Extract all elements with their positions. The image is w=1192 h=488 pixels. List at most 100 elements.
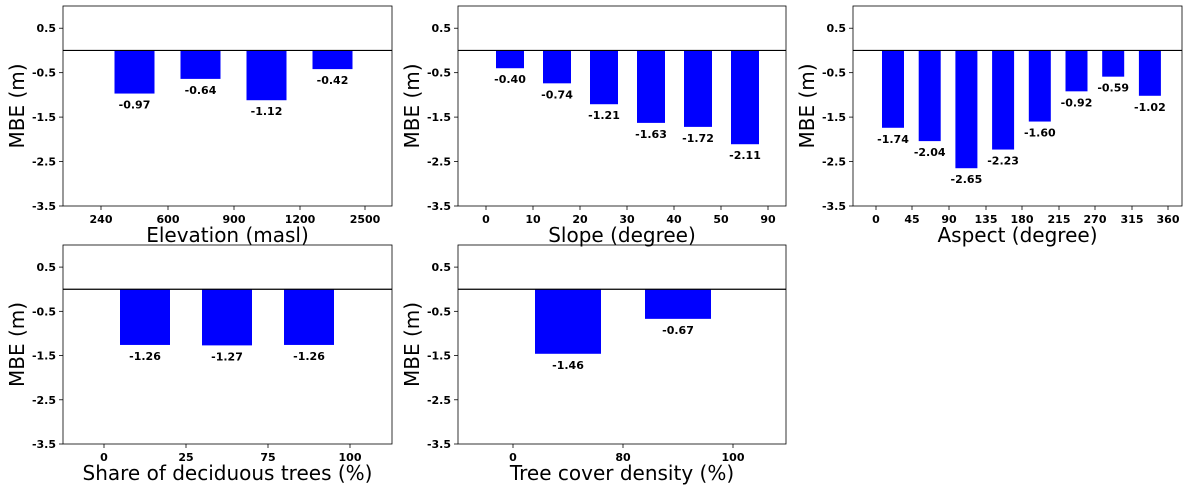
bar <box>637 50 665 123</box>
bar <box>120 289 170 345</box>
x-axis-title: Share of deciduous trees (%) <box>83 461 373 485</box>
bar <box>535 289 601 354</box>
data-label: -0.40 <box>494 73 526 86</box>
bar <box>496 50 524 69</box>
y-tick-label: -3.5 <box>32 200 56 213</box>
x-tick-label: 360 <box>1157 213 1180 226</box>
x-tick-label: 45 <box>904 213 919 226</box>
axes-frame <box>457 5 787 207</box>
y-tick-label: 0.5 <box>37 22 57 35</box>
y-tick-label: -1.5 <box>32 350 56 363</box>
x-tick-label: 180 <box>1011 213 1034 226</box>
x-tick-label: 600 <box>157 213 180 226</box>
axes-frame <box>457 244 787 445</box>
y-tick-label: -2.5 <box>427 394 451 407</box>
bar <box>918 50 941 142</box>
data-label: -1.27 <box>211 350 243 363</box>
x-tick-label: 0 <box>872 213 880 226</box>
bar <box>284 289 334 345</box>
data-label: -0.59 <box>1097 82 1129 95</box>
x-tick-label: 0 <box>509 451 517 464</box>
bar <box>246 50 287 101</box>
bar <box>882 50 904 128</box>
data-label: -2.23 <box>987 155 1019 168</box>
bar <box>731 50 759 145</box>
data-label: -2.04 <box>914 146 946 159</box>
data-label: -0.92 <box>1061 96 1093 109</box>
data-label: -1.46 <box>552 359 584 372</box>
y-tick-label: -0.5 <box>32 67 56 80</box>
data-label: -1.60 <box>1024 127 1056 140</box>
x-tick-label: 1200 <box>285 213 316 226</box>
y-tick-label: -2.5 <box>822 156 846 169</box>
x-tick-label: 80 <box>615 451 631 464</box>
x-tick-label: 30 <box>619 213 635 226</box>
x-axis-title: Aspect (degree) <box>938 223 1098 247</box>
data-label: -0.42 <box>317 74 349 87</box>
y-tick-label: -2.5 <box>427 156 451 169</box>
axes-frame <box>852 5 1183 207</box>
y-tick-label: -2.5 <box>32 156 56 169</box>
x-tick-label: 0 <box>100 451 108 464</box>
data-label: -1.26 <box>129 350 161 363</box>
bar <box>1065 50 1088 92</box>
x-tick-label: 135 <box>975 213 998 226</box>
y-tick-label: -0.5 <box>822 67 846 80</box>
data-label: -1.12 <box>251 105 283 118</box>
y-axis-title: MBE (m) <box>5 63 29 148</box>
data-label: -1.26 <box>293 350 325 363</box>
x-tick-label: 90 <box>760 213 776 226</box>
data-label: -1.21 <box>588 109 620 122</box>
y-tick-label: -0.5 <box>427 305 451 318</box>
x-tick-label: 40 <box>666 213 682 226</box>
data-label: -1.72 <box>682 132 714 145</box>
y-tick-label: -1.5 <box>427 350 451 363</box>
x-axis-title: Elevation (masl) <box>146 223 309 247</box>
data-label: -2.65 <box>951 173 983 186</box>
x-tick-label: 2500 <box>350 213 381 226</box>
bar <box>590 50 618 105</box>
data-label: -0.97 <box>119 99 151 112</box>
x-axis-title: Slope (degree) <box>548 223 696 247</box>
data-label: -1.02 <box>1134 101 1166 114</box>
y-axis-title: MBE (m) <box>400 63 424 148</box>
bar <box>645 289 711 319</box>
x-tick-label: 10 <box>525 213 541 226</box>
bar <box>684 50 712 127</box>
y-tick-label: -1.5 <box>822 111 846 124</box>
y-tick-label: 0.5 <box>37 261 57 274</box>
x-tick-label: 100 <box>722 451 745 464</box>
x-axis-title: Tree cover density (%) <box>509 461 734 485</box>
data-label: -0.64 <box>185 84 217 97</box>
x-tick-label: 90 <box>941 213 957 226</box>
bar <box>312 50 353 70</box>
y-tick-label: -3.5 <box>427 200 451 213</box>
x-tick-label: 50 <box>713 213 729 226</box>
y-tick-label: -3.5 <box>822 200 846 213</box>
data-label: -0.67 <box>662 324 694 337</box>
x-tick-label: 20 <box>572 213 588 226</box>
y-axis-title: MBE (m) <box>400 302 424 387</box>
x-tick-label: 315 <box>1121 213 1144 226</box>
x-tick-label: 100 <box>339 451 362 464</box>
y-tick-label: -3.5 <box>32 438 56 451</box>
bar <box>114 50 155 94</box>
bar <box>955 50 978 169</box>
x-tick-label: 0 <box>482 213 490 226</box>
x-tick-label: 270 <box>1084 213 1107 226</box>
y-tick-label: 0.5 <box>432 22 452 35</box>
x-tick-label: 240 <box>90 213 113 226</box>
data-label: -2.11 <box>729 149 761 162</box>
y-axis-title: MBE (m) <box>795 63 819 148</box>
data-label: -0.74 <box>541 88 573 101</box>
y-tick-label: -0.5 <box>427 67 451 80</box>
bar <box>1138 50 1161 96</box>
data-label: -1.63 <box>635 128 667 141</box>
y-tick-label: -1.5 <box>427 111 451 124</box>
y-tick-label: 0.5 <box>827 22 847 35</box>
x-tick-label: 25 <box>178 451 193 464</box>
data-label: -1.74 <box>877 133 909 146</box>
y-tick-label: 0.5 <box>432 261 452 274</box>
bar <box>992 50 1015 150</box>
